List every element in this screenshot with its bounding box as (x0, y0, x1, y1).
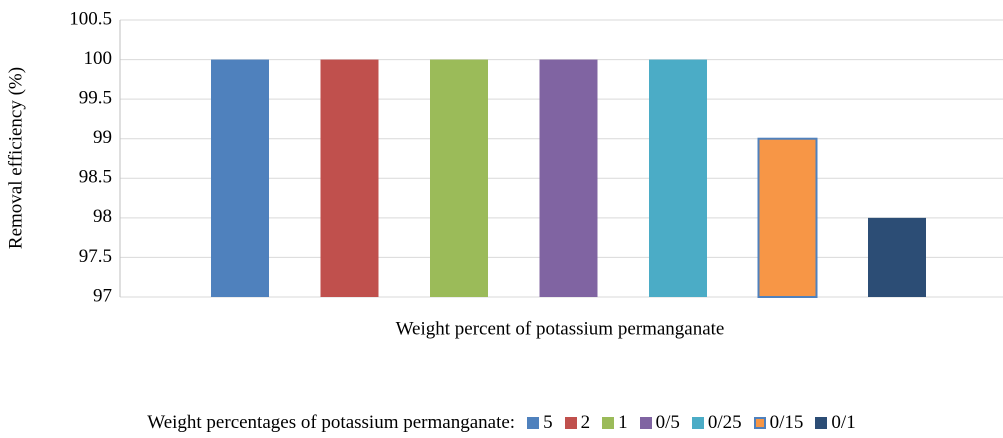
x-axis-label: Weight percent of potassium permanganate (396, 318, 725, 339)
y-axis-label: Removal efficiency (%) (5, 67, 26, 249)
legend-label: 0/5 (655, 412, 680, 433)
legend-label: 1 (618, 412, 628, 433)
legend-swatch (815, 417, 828, 429)
y-tick-label: 97.5 (79, 246, 112, 267)
legend-label: 0/1 (831, 412, 856, 433)
legend-swatch (691, 417, 704, 429)
y-tick-label: 98.5 (79, 167, 112, 188)
legend-label: 5 (543, 412, 553, 433)
bar (757, 137, 818, 298)
legend-item: 0/5 (639, 412, 680, 434)
legend-swatch (639, 417, 652, 429)
legend-swatch (602, 417, 615, 429)
legend-item: 0/1 (815, 412, 856, 434)
y-tick-label: 100.5 (69, 8, 112, 29)
bar (539, 59, 598, 298)
y-tick-label: 100 (84, 48, 113, 69)
legend-label: 0/25 (707, 412, 742, 433)
legend-label: 0/15 (769, 412, 804, 433)
y-tick-label: 99.5 (79, 88, 112, 109)
legend-item: 5 (527, 412, 553, 434)
bar (211, 59, 269, 298)
bar (430, 59, 488, 298)
legend-swatch (564, 417, 577, 429)
legend: Weight percentages of potassium permanga… (0, 412, 1003, 434)
legend-item: 0/25 (691, 412, 742, 434)
y-tick-label: 98 (93, 206, 112, 227)
legend-item: 0/15 (753, 412, 804, 434)
legend-item: 1 (602, 412, 628, 434)
y-tick-label: 97 (93, 285, 112, 306)
legend-label: 2 (580, 412, 591, 433)
legend-swatch (527, 417, 540, 429)
bar (320, 59, 379, 298)
y-tick-label: 99 (93, 127, 112, 148)
legend-title: Weight percentages of potassium permanga… (147, 412, 516, 433)
legend-swatch (753, 417, 766, 429)
bar (868, 217, 926, 297)
legend-item: 2 (564, 412, 591, 434)
bar (649, 59, 707, 298)
